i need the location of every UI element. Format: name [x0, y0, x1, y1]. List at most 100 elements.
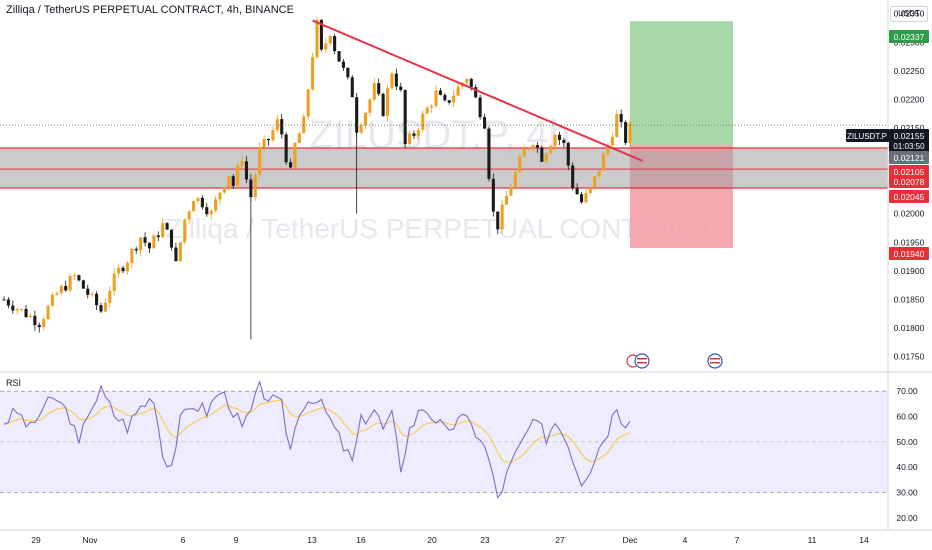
candle-body: [77, 275, 81, 281]
candle-body: [183, 219, 187, 243]
candle-body: [593, 176, 597, 188]
candle-body: [108, 290, 112, 303]
candle-body: [169, 229, 174, 248]
watermark-description: Zilliqa / TetherUS PERPETUAL CONTRACT: [165, 213, 714, 244]
candle-body: [187, 211, 191, 220]
trendline[interactable]: [312, 19, 643, 162]
candle-body: [346, 67, 350, 78]
candle-body: [416, 129, 420, 136]
candle-body: [311, 57, 315, 90]
price-tick-label: 0.02350: [894, 9, 925, 19]
candle-body: [381, 93, 385, 117]
candle-body: [579, 194, 584, 203]
time-axis[interactable]: 29 Nov 6 9 13 16 20 23 27 Dec 4 7 11 14: [31, 535, 869, 545]
candle-body: [588, 187, 592, 194]
candle-body: [452, 95, 456, 103]
candle-body: [218, 192, 222, 200]
candle-body: [125, 263, 129, 272]
candle-body: [50, 294, 55, 306]
us-flag-icon[interactable]: [634, 353, 650, 369]
time-tick-label: 13: [307, 535, 317, 545]
candle-body: [566, 142, 570, 166]
rsi-tick-label: 20.00: [896, 513, 918, 523]
candle-body: [134, 248, 138, 251]
candle-body: [390, 73, 394, 89]
candle-body: [68, 276, 72, 291]
candle-body: [553, 134, 557, 147]
candle-body: [262, 138, 266, 148]
candle-body: [443, 94, 447, 101]
candle-body: [544, 153, 548, 162]
time-tick-label: 7: [735, 535, 740, 545]
candle-body: [59, 285, 63, 294]
us-flag-stripe: [710, 358, 720, 360]
price-tick-label: 0.01750: [894, 352, 925, 362]
candle-body: [328, 36, 332, 44]
candle-body: [319, 20, 323, 50]
stop-price-text: 0.01940: [894, 249, 925, 259]
us-flag-stripe: [637, 358, 647, 360]
candle-body: [284, 134, 288, 163]
candle-body: [95, 293, 99, 306]
candle-body: [491, 178, 495, 212]
time-tick-label: 16: [356, 535, 366, 545]
currency-button[interactable]: USDT: [890, 6, 928, 22]
candle-body: [192, 201, 196, 212]
candle-body: [103, 302, 107, 312]
candle-body: [487, 128, 491, 179]
us-flag-icon-2[interactable]: [707, 353, 723, 369]
rsi-axis[interactable]: 70.00 60.00 50.00 40.00 30.00 20.00: [896, 386, 918, 523]
candle-body: [350, 77, 354, 98]
candle-body: [156, 235, 160, 238]
candle-body: [55, 293, 59, 295]
candle-body: [527, 148, 531, 150]
candle-body: [324, 43, 328, 50]
candles: [2, 16, 632, 340]
candle-body: [196, 197, 200, 202]
candle-body: [610, 136, 614, 146]
price-tick-label: 0.02000: [894, 209, 925, 219]
profit-zone[interactable]: [630, 21, 733, 145]
candle-body: [337, 51, 341, 62]
candle-body: [46, 305, 50, 320]
candle-body: [130, 248, 134, 264]
last-price-label: 0.02155 01:03:50: [889, 129, 929, 152]
candle-body: [28, 315, 32, 318]
candle-body: [33, 315, 37, 326]
candle-body: [478, 97, 482, 118]
candle-body: [597, 170, 601, 177]
event-icon-group[interactable]: [626, 353, 723, 369]
candle-body: [72, 275, 77, 277]
candle-body: [24, 308, 28, 318]
candle-body: [557, 134, 562, 140]
candle-body: [121, 267, 125, 272]
chart-title: Zilliqa / TetherUS PERPETUAL CONTRACT, 4…: [6, 4, 294, 16]
support-zone[interactable]: [0, 148, 888, 188]
candle-body: [421, 113, 425, 130]
candle-body: [513, 172, 517, 188]
candle-body: [231, 176, 235, 186]
candle-body: [333, 36, 337, 52]
candle-body: [372, 83, 376, 100]
candle-body: [90, 293, 94, 295]
candle-body: [147, 242, 152, 249]
candle-body: [20, 308, 24, 310]
candle-body: [602, 153, 606, 171]
candle-body: [280, 119, 284, 135]
last-price-text: 0.02155: [894, 131, 925, 141]
candle-body: [571, 165, 575, 189]
time-tick-label: Nov: [82, 535, 98, 545]
candle-body: [575, 188, 579, 195]
candle-body: [403, 90, 407, 145]
candle-body: [209, 210, 213, 215]
candle-body: [81, 280, 85, 289]
rsi-tick-label: 60.00: [896, 412, 918, 422]
time-tick-label: 29: [31, 535, 41, 545]
candle-body: [482, 117, 487, 129]
time-tick-label: 4: [683, 535, 688, 545]
candle-body: [394, 73, 398, 87]
candle-body: [253, 174, 257, 198]
candle-body: [430, 105, 434, 108]
